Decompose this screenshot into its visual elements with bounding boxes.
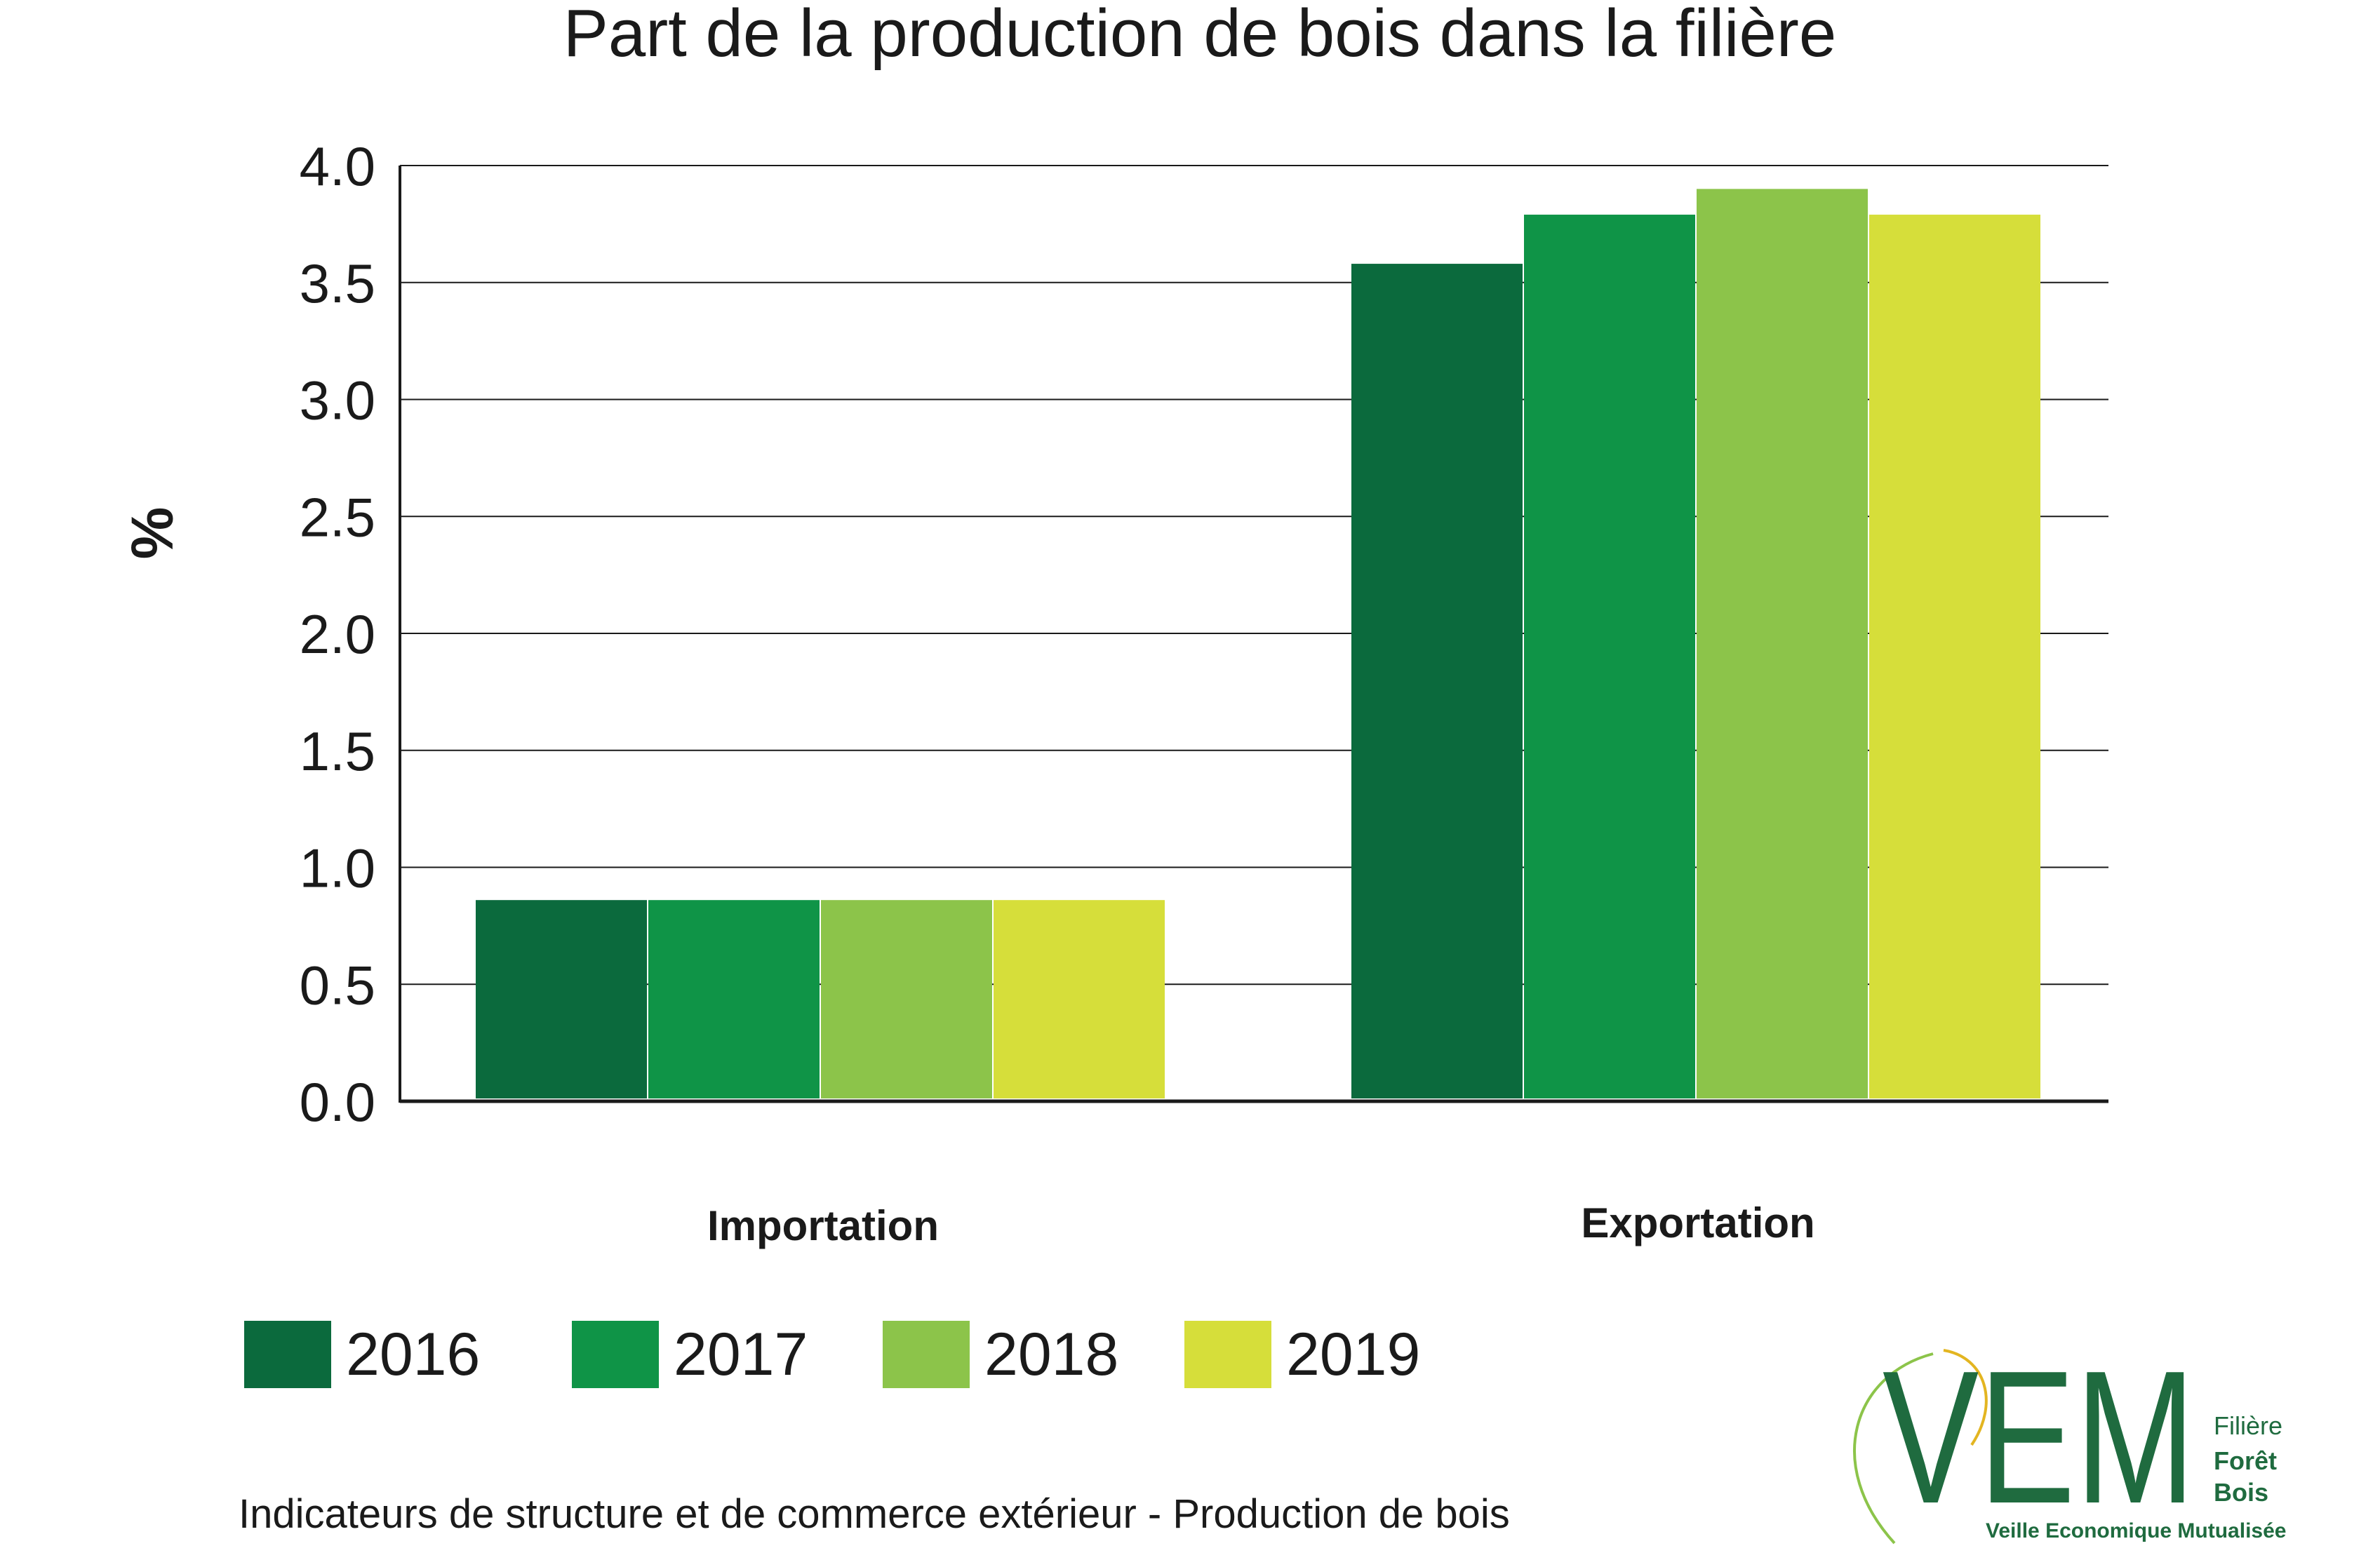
y-axis-ticks: 0.0 0.5 1.0 1.5 2.0 2.5 3.0 3.5 4.0	[300, 135, 375, 1133]
logo-line-foret: Forêt	[2214, 1446, 2277, 1475]
bar-importation-2016	[476, 900, 647, 1098]
logo-arc-green	[1853, 1352, 1934, 1545]
logo-tagline: Veille Economique Mutualisée	[1986, 1519, 2286, 1542]
legend-label-2017: 2017	[674, 1321, 808, 1388]
bar-importation-2018	[821, 900, 992, 1098]
vem-logo: VEM Filière Forêt Bois Veille Economique…	[1853, 1332, 2286, 1545]
y-tick-label-5: 2.5	[300, 486, 375, 548]
logo-line-filiere: Filière	[2214, 1411, 2282, 1440]
bar-importation-2019	[994, 900, 1165, 1098]
y-tick-label-1: 0.5	[300, 954, 375, 1016]
legend-label-2016: 2016	[346, 1321, 480, 1388]
legend-swatch-2016	[244, 1321, 331, 1388]
logo-line-bois: Bois	[2214, 1478, 2268, 1507]
legend: 2016 2017 2018 2019	[244, 1321, 1420, 1388]
category-label-importation: Importation	[707, 1202, 939, 1249]
y-tick-label-4: 2.0	[300, 603, 375, 665]
legend-swatch-2019	[1184, 1321, 1271, 1388]
logo-letters: VEM	[1883, 1332, 2195, 1543]
legend-swatch-2017	[572, 1321, 659, 1388]
bar-exportation-2018	[1697, 189, 1868, 1099]
category-label-exportation: Exportation	[1581, 1199, 1814, 1246]
chart-title: Part de la production de bois dans la fi…	[563, 0, 1836, 71]
gridlines	[400, 165, 2108, 986]
bar-exportation-2019	[1869, 215, 2040, 1098]
y-tick-label-8: 4.0	[300, 135, 375, 197]
legend-label-2018: 2018	[984, 1321, 1118, 1388]
y-axis-label: %	[119, 507, 185, 560]
y-tick-label-2: 1.0	[300, 838, 375, 899]
bar-exportation-2017	[1524, 215, 1695, 1098]
axes	[399, 166, 2108, 1103]
y-tick-label-3: 1.5	[300, 720, 375, 782]
y-tick-label-0: 0.0	[300, 1071, 375, 1133]
category-labels: Importation Exportation	[707, 1199, 1815, 1249]
footer-caption: Indicateurs de structure et de commerce …	[239, 1491, 1510, 1537]
bar-exportation-2016	[1351, 264, 1523, 1098]
legend-swatch-2018	[883, 1321, 970, 1388]
legend-label-2019: 2019	[1286, 1321, 1420, 1388]
logo-arc-yellow	[1943, 1349, 1988, 1446]
y-tick-label-6: 3.0	[300, 370, 375, 431]
bar-importation-2017	[648, 900, 820, 1098]
y-tick-label-7: 3.5	[300, 253, 375, 314]
bars	[476, 189, 2040, 1099]
